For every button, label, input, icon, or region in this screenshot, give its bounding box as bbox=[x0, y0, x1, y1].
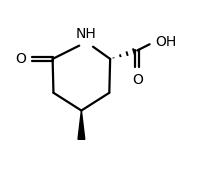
Text: O: O bbox=[132, 73, 143, 87]
Text: NH: NH bbox=[76, 27, 97, 41]
Text: OH: OH bbox=[155, 35, 176, 49]
Text: O: O bbox=[15, 52, 26, 66]
Polygon shape bbox=[78, 111, 85, 139]
